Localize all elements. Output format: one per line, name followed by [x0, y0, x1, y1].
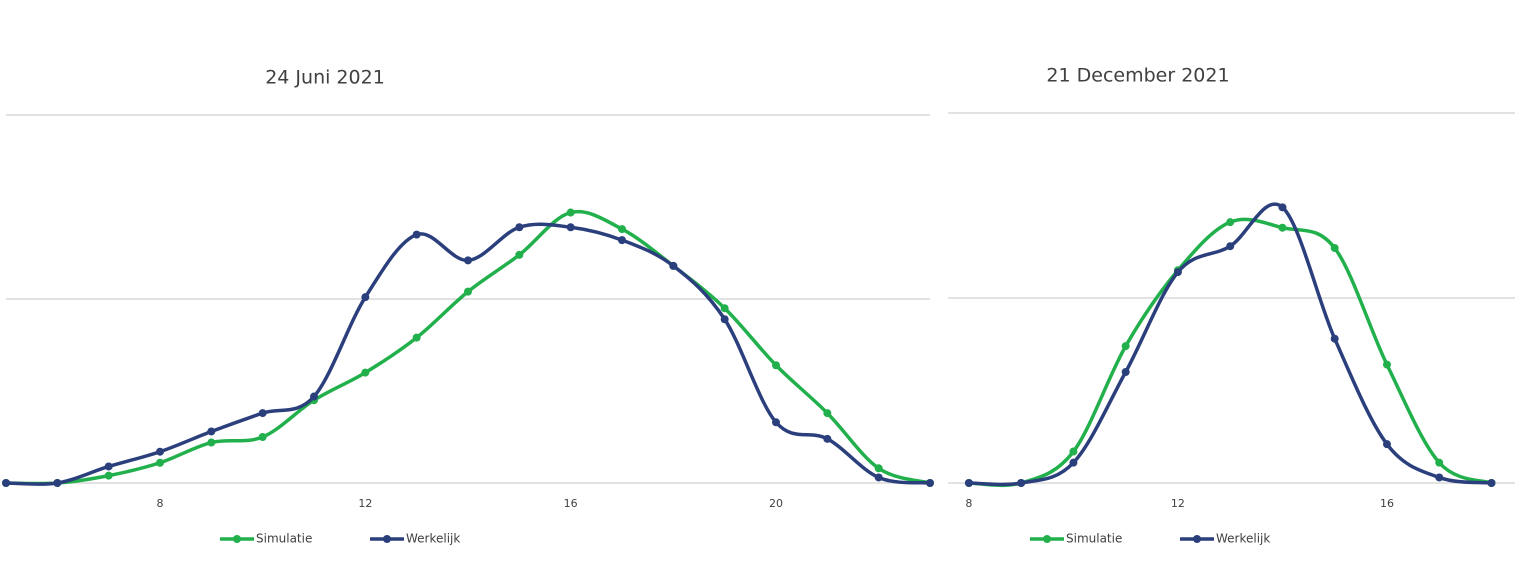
data-point — [1330, 334, 1339, 343]
data-point — [874, 473, 883, 482]
data-point — [104, 462, 113, 471]
data-point — [720, 315, 729, 324]
data-point — [310, 392, 318, 401]
data-point — [618, 225, 626, 234]
data-point — [1382, 360, 1391, 369]
data-point — [1435, 458, 1444, 467]
data-point — [926, 479, 934, 487]
legend-label: Werkelijk — [406, 532, 460, 546]
legend-dot — [1043, 535, 1051, 543]
legend-dot — [1193, 535, 1201, 543]
data-point — [464, 256, 472, 265]
data-point — [772, 418, 780, 427]
x-tick-label: 8 — [965, 497, 972, 510]
data-point — [361, 368, 370, 377]
data-point — [566, 223, 575, 232]
data-point — [669, 261, 678, 270]
data-point — [772, 361, 780, 370]
data-point — [515, 223, 524, 232]
x-tick-label: 20 — [769, 497, 783, 510]
x-tick-label: 16 — [1380, 497, 1394, 510]
data-point — [464, 287, 472, 296]
x-tick-label: 16 — [564, 497, 578, 510]
series-line — [5, 209, 931, 486]
data-point — [515, 250, 524, 259]
legend-label: Simulatie — [256, 532, 312, 546]
data-point — [1069, 447, 1078, 456]
data-point — [1226, 218, 1235, 227]
data-point — [361, 293, 370, 302]
data-point — [207, 438, 216, 447]
data-point — [823, 434, 832, 443]
data-point — [618, 236, 626, 245]
data-point — [1121, 368, 1130, 376]
data-point — [53, 479, 62, 487]
data-point — [412, 333, 421, 342]
legend-dot — [383, 535, 391, 543]
data-point — [1382, 440, 1391, 449]
data-point — [104, 471, 113, 480]
data-point — [1121, 342, 1130, 351]
data-point — [258, 433, 267, 441]
data-point — [412, 230, 421, 239]
legend-label: Simulatie — [1066, 532, 1122, 546]
data-point — [1278, 223, 1287, 232]
data-point — [2, 479, 10, 487]
x-tick-label: 8 — [157, 497, 164, 510]
data-point — [1278, 203, 1287, 212]
data-point — [1435, 473, 1444, 482]
x-tick-label: 12 — [1171, 497, 1185, 510]
chart-title: 21 December 2021 — [1046, 65, 1229, 87]
legend-label: Werkelijk — [1216, 532, 1270, 546]
data-point — [258, 409, 267, 418]
data-point — [1017, 479, 1026, 487]
data-point — [1330, 244, 1339, 253]
data-point — [964, 479, 973, 487]
x-tick-label: 12 — [358, 497, 372, 510]
data-point — [823, 409, 832, 418]
data-point — [720, 304, 729, 313]
series-line — [968, 217, 1493, 488]
data-point — [156, 458, 164, 467]
data-point — [1487, 479, 1496, 487]
chart-title: 24 Juni 2021 — [265, 67, 385, 89]
data-point — [207, 427, 216, 436]
data-point — [874, 464, 883, 473]
data-point — [1069, 458, 1078, 467]
data-point — [566, 208, 575, 217]
data-point — [1173, 268, 1182, 277]
legend-dot — [233, 535, 241, 543]
data-point — [1226, 242, 1235, 251]
data-point — [156, 447, 164, 456]
